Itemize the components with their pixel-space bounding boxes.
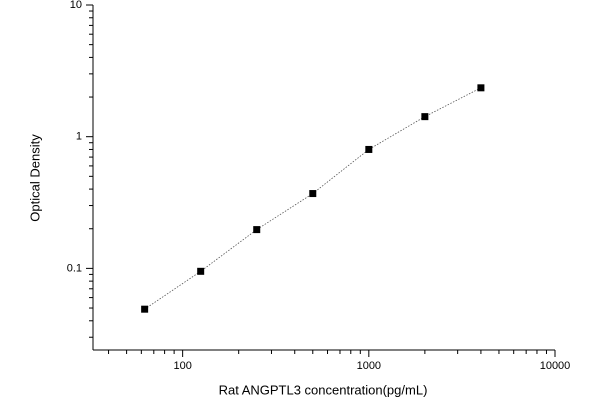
x-tick-label: 100 bbox=[173, 360, 191, 372]
y-tick-label: 0.1 bbox=[67, 262, 82, 274]
data-point bbox=[365, 145, 373, 153]
fit-line bbox=[144, 87, 482, 310]
y-tick-label: 10 bbox=[70, 0, 82, 11]
data-point bbox=[477, 84, 485, 92]
data-point bbox=[197, 267, 205, 275]
x-tick-label: 10000 bbox=[540, 360, 571, 372]
data-point bbox=[309, 190, 317, 198]
data-point bbox=[141, 305, 149, 313]
data-point bbox=[253, 226, 261, 234]
y-tick-label: 1 bbox=[76, 131, 82, 143]
y-axis-title: Optical Density bbox=[27, 134, 42, 222]
x-tick-label: 1000 bbox=[357, 360, 381, 372]
data-point bbox=[421, 113, 429, 121]
x-axis-title: Rat ANGPTL3 concentration(pg/mL) bbox=[219, 382, 428, 397]
